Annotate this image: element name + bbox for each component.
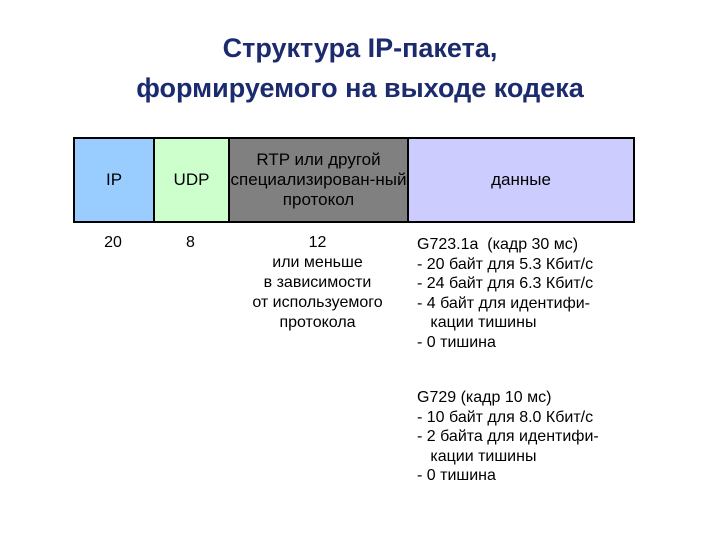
slide-title: Структура IP-пакета, формируемого на выхо… [0, 28, 720, 108]
note-line: кации тишины [417, 314, 537, 331]
note-line: - 4 байт для идентифи- [417, 294, 591, 312]
rtp-size-line: или меньше [272, 254, 363, 271]
note-line: - 10 байт для 8.0 Кбит/с [417, 408, 594, 426]
rtp-size-line: 12 [308, 234, 327, 251]
note-line: G729 (кадр 10 мс) [417, 389, 552, 406]
title-line-2: формируемого на выходе кодека [136, 73, 584, 103]
note-line: - 24 байт для 6.3 Кбит/с [417, 275, 594, 292]
rtp-size-line: от используемого [252, 294, 383, 311]
udp-size: 8 [186, 234, 195, 251]
note-line: - 0 тишина [417, 333, 496, 351]
g723-notes: G723.1a (кадр 30 мс) - 20 байт для 5.3 Кб… [417, 235, 593, 352]
note-line: G723.1a (кадр 30 мс) [417, 236, 579, 253]
rtp-size-line: протокола [279, 314, 356, 331]
note-line: - 20 байт для 5.3 Кбит/с [417, 255, 594, 273]
note-line: кации тишины [417, 447, 537, 465]
rtp-size: 12 или меньше в зависимости от используемог… [228, 233, 407, 333]
g729-notes: G729 (кадр 10 мс) - 10 байт для 8.0 Кбит/… [417, 388, 599, 486]
rtp-field: RTP или другой специализирован-ный прото… [230, 139, 409, 221]
rtp-size-line: в зависимости [263, 274, 372, 291]
note-line: - 0 тишина [417, 467, 496, 484]
ip-field: IP [75, 139, 155, 221]
packet-structure-header: IP UDP RTP или другой специализирован-ный … [73, 137, 635, 223]
note-line: - 2 байта для идентифи- [417, 428, 599, 445]
data-field: данные [409, 139, 633, 221]
udp-field: UDP [155, 139, 230, 221]
ip-size: 20 [104, 234, 122, 251]
title-line-1: Структура IP-пакета, [222, 33, 498, 63]
